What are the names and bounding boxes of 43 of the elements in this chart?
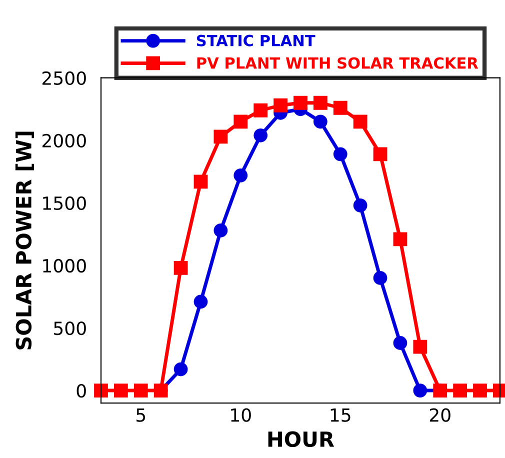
legend-label: STATIC PLANT [196, 34, 316, 46]
legend-label: PV PLANT WITH SOLAR TRACKER [197, 57, 478, 69]
point [453, 384, 467, 398]
x-axis-title: HOUR [268, 431, 334, 448]
x-tick-label: 15 [330, 408, 350, 422]
point [473, 384, 487, 398]
point [254, 128, 268, 142]
point [353, 114, 368, 129]
point [373, 147, 388, 162]
x-tick-label: 10 [231, 408, 251, 422]
y-tick-label: 1500 [43, 196, 86, 210]
point [333, 147, 348, 162]
point [393, 232, 408, 246]
x-tick-label: 20 [430, 408, 450, 422]
point [234, 168, 248, 182]
point [214, 224, 228, 238]
point [274, 98, 288, 112]
point [194, 294, 208, 309]
point [114, 384, 128, 398]
x-tick-label: 5 [136, 408, 146, 422]
point [353, 198, 368, 212]
point [174, 362, 188, 376]
point [294, 96, 308, 110]
point [413, 340, 428, 354]
y-axis-title: SOLAR POWER [W] [15, 132, 34, 350]
point [373, 271, 388, 285]
point [313, 96, 328, 110]
y-tick-label: 2000 [42, 134, 86, 148]
y-tick-label: 2500 [42, 71, 86, 85]
point [174, 261, 188, 275]
point [134, 384, 148, 398]
point [413, 384, 428, 398]
point [254, 103, 268, 118]
y-tick-label: 1000 [43, 258, 86, 273]
point [214, 130, 228, 144]
point [194, 174, 208, 189]
point [313, 114, 328, 129]
point [94, 384, 108, 398]
point [234, 114, 248, 129]
y-tick-label: 500 [54, 321, 86, 336]
y-tick-label: 0 [76, 384, 86, 398]
point [393, 336, 408, 350]
point [333, 100, 348, 115]
